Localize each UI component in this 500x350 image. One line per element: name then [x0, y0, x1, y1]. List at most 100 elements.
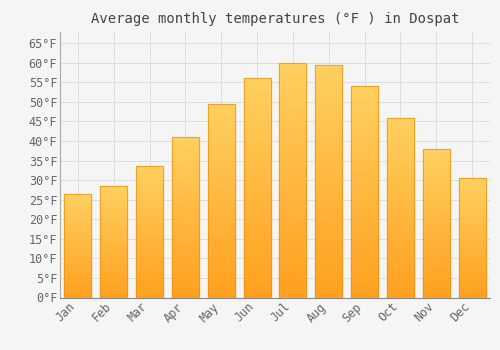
Bar — [244, 249, 270, 254]
Bar — [351, 162, 378, 167]
Bar — [458, 281, 485, 283]
Bar — [172, 182, 199, 185]
Bar — [458, 257, 485, 259]
Bar — [280, 270, 306, 274]
Bar — [423, 208, 450, 211]
Bar — [136, 201, 163, 203]
Bar — [64, 264, 92, 266]
Bar — [458, 269, 485, 271]
Bar — [136, 256, 163, 258]
Bar — [136, 224, 163, 227]
Bar — [244, 293, 270, 298]
Bar — [208, 185, 234, 189]
Bar — [280, 152, 306, 157]
Bar — [208, 177, 234, 181]
Bar — [100, 202, 127, 204]
Bar — [387, 225, 414, 229]
Bar — [100, 242, 127, 244]
Bar — [208, 119, 234, 123]
Bar — [458, 254, 485, 257]
Bar — [387, 229, 414, 233]
Bar — [244, 96, 270, 100]
Bar — [458, 216, 485, 219]
Bar — [100, 190, 127, 193]
Bar — [136, 276, 163, 279]
Bar — [423, 176, 450, 178]
Bar — [136, 271, 163, 274]
Bar — [208, 286, 234, 290]
Bar — [64, 273, 92, 275]
Bar — [423, 194, 450, 196]
Bar — [208, 243, 234, 247]
Bar — [351, 188, 378, 192]
Bar — [244, 205, 270, 210]
Bar — [423, 289, 450, 292]
Bar — [64, 217, 92, 219]
Bar — [100, 260, 127, 262]
Bar — [100, 195, 127, 197]
Bar — [208, 135, 234, 139]
Bar — [387, 283, 414, 287]
Bar — [316, 270, 342, 274]
Bar — [172, 237, 199, 240]
Bar — [387, 294, 414, 298]
Bar — [64, 256, 92, 258]
Bar — [351, 247, 378, 251]
Bar — [208, 142, 234, 146]
Bar — [351, 133, 378, 137]
Bar — [136, 206, 163, 208]
Bar — [244, 201, 270, 205]
Bar — [351, 200, 378, 204]
Bar — [316, 279, 342, 284]
Bar — [423, 173, 450, 176]
Bar — [244, 148, 270, 153]
Bar — [351, 226, 378, 230]
Bar — [458, 245, 485, 247]
Bar — [100, 284, 127, 286]
Bar — [208, 212, 234, 216]
Bar — [423, 292, 450, 295]
Bar — [64, 194, 92, 196]
Bar — [316, 102, 342, 107]
Bar — [423, 205, 450, 208]
Bar — [100, 262, 127, 264]
Bar — [316, 79, 342, 83]
Bar — [458, 278, 485, 281]
Bar — [316, 88, 342, 93]
Bar — [280, 77, 306, 82]
Bar — [172, 281, 199, 285]
Bar — [208, 197, 234, 201]
Bar — [387, 244, 414, 247]
Bar — [458, 264, 485, 266]
Bar — [387, 218, 414, 222]
Bar — [316, 186, 342, 190]
Bar — [172, 195, 199, 198]
Bar — [64, 200, 92, 202]
Bar — [244, 289, 270, 293]
Bar — [100, 266, 127, 268]
Bar — [172, 176, 199, 179]
Bar — [172, 156, 199, 160]
Bar — [64, 293, 92, 295]
Bar — [136, 243, 163, 245]
Bar — [423, 202, 450, 205]
Bar — [244, 105, 270, 109]
Bar — [351, 103, 378, 107]
Bar — [208, 220, 234, 224]
Bar — [387, 208, 414, 211]
Bar — [136, 203, 163, 206]
Bar — [351, 175, 378, 179]
Bar — [458, 178, 485, 298]
Bar — [244, 219, 270, 223]
Bar — [316, 200, 342, 204]
Bar — [100, 246, 127, 248]
Bar — [172, 214, 199, 217]
Bar — [316, 293, 342, 298]
Bar — [136, 261, 163, 264]
Bar — [208, 236, 234, 239]
Bar — [458, 290, 485, 293]
Bar — [208, 189, 234, 193]
Bar — [351, 124, 378, 128]
Bar — [136, 190, 163, 192]
Bar — [351, 179, 378, 183]
